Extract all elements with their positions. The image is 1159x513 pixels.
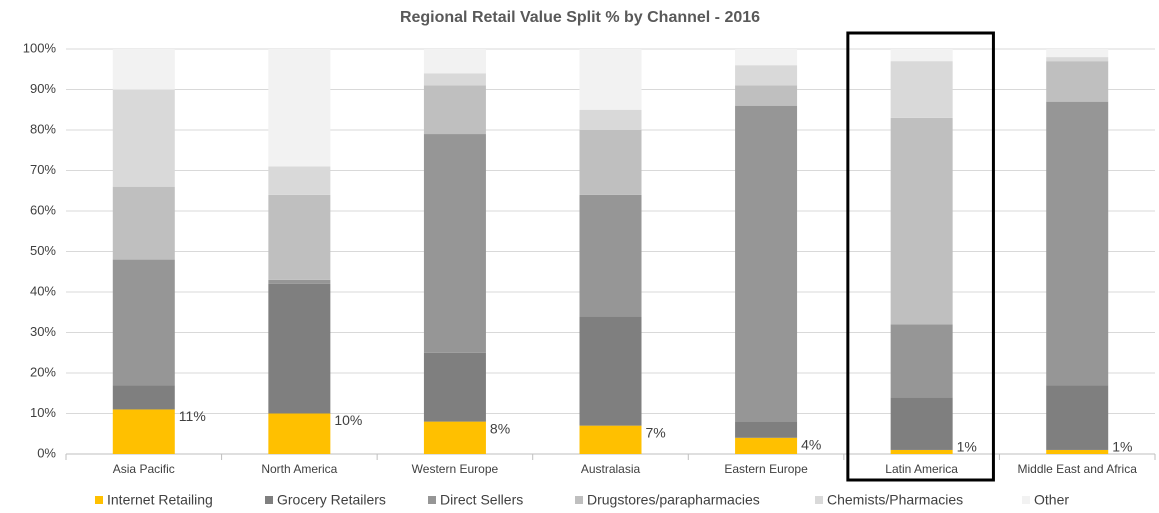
bar-segment [890, 117, 953, 325]
y-tick-label: 80% [30, 121, 56, 136]
bar-segment [890, 49, 953, 62]
bar-segment [268, 283, 331, 414]
bar-segment [423, 49, 486, 74]
bar-segment [268, 194, 331, 280]
bar-segment [1046, 61, 1109, 102]
y-tick-label: 40% [30, 283, 56, 298]
bar-segment [112, 89, 175, 187]
bar-segment [268, 49, 331, 167]
bar-segment [268, 413, 331, 454]
bar-segment [423, 85, 486, 135]
legend-label: Grocery Retailers [277, 492, 386, 508]
bar-segment [735, 85, 798, 106]
y-tick-label: 10% [30, 405, 56, 420]
legend-swatch [265, 496, 273, 504]
bar-segment [735, 49, 798, 66]
bar-segment [1046, 57, 1109, 62]
bar-segment [579, 49, 642, 110]
x-tick-label: Australasia [581, 462, 641, 476]
bar-segment [423, 134, 486, 353]
y-tick-label: 30% [30, 324, 56, 339]
x-tick-label: North America [261, 462, 337, 476]
bar-segment [579, 425, 642, 454]
bar-segment [735, 421, 798, 438]
bar-segment [1046, 385, 1109, 450]
bar-segment [890, 61, 953, 118]
bar-segment [423, 73, 486, 86]
x-tick-label: Middle East and Africa [1018, 462, 1138, 476]
x-tick-label: Asia Pacific [113, 462, 175, 476]
y-tick-label: 100% [23, 40, 57, 55]
legend-label: Drugstores/parapharmacies [587, 492, 760, 508]
y-tick-label: 0% [37, 445, 56, 460]
legend-label: Other [1034, 492, 1069, 508]
data-label: 8% [490, 420, 510, 436]
bar-segment [579, 194, 642, 317]
legend-label: Internet Retailing [107, 492, 213, 508]
legend-label: Chemists/Pharmacies [827, 492, 963, 508]
bar-segment [579, 130, 642, 195]
legend-label: Direct Sellers [440, 492, 523, 508]
legend-swatch [1022, 496, 1030, 504]
y-tick-label: 60% [30, 202, 56, 217]
legend-swatch [95, 496, 103, 504]
data-label: 7% [646, 424, 666, 440]
x-tick-label: Latin America [885, 462, 958, 476]
data-label: 1% [957, 439, 977, 455]
x-tick-label: Eastern Europe [724, 462, 808, 476]
bar-segment [890, 449, 953, 454]
bar-segment [579, 109, 642, 130]
x-tick-label: Western Europe [412, 462, 499, 476]
y-tick-label: 20% [30, 364, 56, 379]
bar-segment [735, 65, 798, 86]
data-label: 4% [801, 437, 821, 453]
bar-segment [890, 397, 953, 450]
bar-segment [735, 437, 798, 454]
data-label: 1% [1112, 439, 1132, 455]
legend-swatch [815, 496, 823, 504]
bar-segment [112, 385, 175, 410]
bar-segment [112, 409, 175, 454]
bar-segment [112, 186, 175, 260]
y-tick-label: 50% [30, 243, 56, 258]
bar-segment [112, 49, 175, 90]
y-tick-label: 70% [30, 162, 56, 177]
data-label: 10% [334, 412, 362, 428]
bar-segment [423, 421, 486, 454]
bar-segment [1046, 449, 1109, 454]
bar-segment [735, 105, 798, 422]
bar-segment [268, 279, 331, 284]
legend-swatch [428, 496, 436, 504]
bar-segment [1046, 101, 1109, 386]
bar-segment [579, 316, 642, 426]
bar-segment [112, 259, 175, 386]
legend-swatch [575, 496, 583, 504]
highlight-box [846, 31, 995, 482]
bar-segment [1046, 49, 1109, 58]
bar-segment [423, 352, 486, 422]
bar-segment [268, 166, 331, 195]
data-label: 11% [179, 408, 206, 424]
y-tick-label: 90% [30, 81, 56, 96]
chart-title: Regional Retail Value Split % by Channel… [400, 9, 760, 26]
bar-segment [890, 324, 953, 398]
